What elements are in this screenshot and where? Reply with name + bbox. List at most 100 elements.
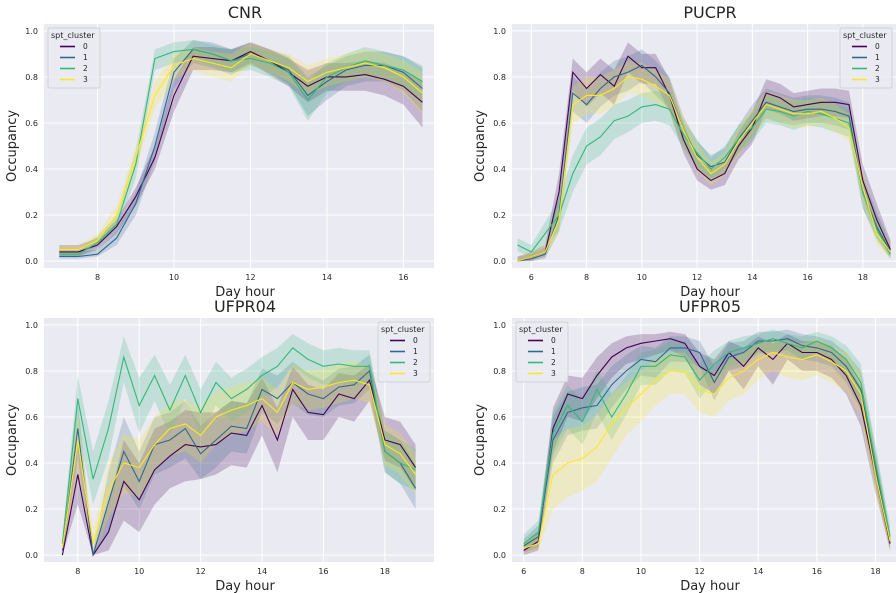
x-tick-label: 16 — [812, 567, 822, 576]
y-tick-label: 1.0 — [25, 27, 38, 36]
legend-title: spt_cluster — [51, 31, 95, 40]
chart-title: UFPR05 — [679, 297, 741, 316]
y-axis-label: Occupancy — [473, 110, 488, 182]
x-tick-label: 14 — [257, 567, 267, 576]
x-tick-label: 16 — [318, 567, 328, 576]
series-line-cluster-1 — [59, 48, 423, 258]
x-tick-label: 18 — [858, 273, 868, 282]
series-line-cluster-3 — [61, 379, 417, 549]
series-line-cluster-1 — [61, 369, 417, 556]
x-tick-label: 10 — [637, 273, 647, 282]
confidence-band-cluster-2 — [517, 90, 891, 259]
x-axis-label: Day hour — [215, 285, 275, 300]
legend-entry-label: 0 — [875, 42, 880, 51]
y-tick-label: 0.2 — [493, 505, 506, 514]
confidence-band-cluster-2 — [523, 329, 891, 551]
confidence-band-cluster-1 — [62, 354, 416, 556]
y-tick-label: 1.0 — [493, 321, 506, 330]
x-tick-label: 6 — [521, 567, 526, 576]
x-axis-label: Day hour — [215, 579, 275, 593]
x-tick-label: 14 — [747, 273, 757, 282]
x-axis-label: Day hour — [680, 579, 740, 593]
series-line-cluster-2 — [523, 338, 891, 545]
x-tick-label: 12 — [692, 273, 702, 282]
x-tick-label: 6 — [529, 273, 534, 282]
y-tick-label: 0.0 — [25, 257, 38, 266]
legend-entry-label: 3 — [83, 75, 88, 84]
y-tick-label: 0.4 — [493, 165, 506, 174]
series-layer — [523, 329, 891, 556]
x-tick-label: 16 — [803, 273, 813, 282]
x-tick-label: 12 — [196, 567, 206, 576]
legend: spt_cluster 0 1 2 3 — [515, 321, 569, 383]
x-tick-label: 16 — [398, 273, 408, 282]
legend-title: spt_cluster — [843, 31, 887, 40]
legend-entry-label: 2 — [551, 358, 556, 367]
legend-entry-label: 2 — [83, 64, 88, 73]
y-tick-label: 0.8 — [25, 367, 38, 376]
plot-background — [44, 24, 434, 268]
chart-title: UFPR04 — [214, 297, 276, 316]
series-layer — [61, 334, 417, 557]
y-tick-label: 0.8 — [25, 73, 38, 82]
legend-entry-label: 1 — [83, 53, 88, 62]
x-tick-label: 12 — [245, 273, 255, 282]
y-tick-label: 0.0 — [493, 257, 506, 266]
confidence-band-cluster-3 — [523, 338, 891, 553]
x-tick-label: 10 — [169, 273, 179, 282]
x-tick-label: 8 — [75, 567, 80, 576]
legend-entry-label: 2 — [875, 64, 880, 73]
series-line-cluster-0 — [517, 55, 891, 262]
y-tick-label: 0.4 — [25, 459, 38, 468]
legend: spt_cluster 0 1 2 3 — [47, 27, 101, 89]
series-layer — [517, 42, 891, 262]
y-tick-label: 1.0 — [25, 321, 38, 330]
y-tick-label: 0.2 — [25, 211, 38, 220]
x-tick-label: 10 — [636, 567, 646, 576]
series-line-cluster-1 — [523, 338, 891, 547]
confidence-band-cluster-2 — [59, 40, 423, 257]
y-tick-label: 0.4 — [25, 165, 38, 174]
confidence-band-cluster-2 — [62, 334, 416, 551]
y-tick-label: 0.6 — [25, 119, 38, 128]
chart-panel-3: 0.00.20.40.60.81.06 8 10 12 14 16 18UFPR05Day … — [473, 297, 896, 593]
y-tick-label: 0.6 — [493, 119, 506, 128]
x-axis-label: Day hour — [680, 285, 740, 300]
legend: spt_cluster 0 1 2 3 — [839, 27, 893, 89]
series-line-cluster-0 — [523, 338, 891, 551]
chart-title: CNR — [228, 3, 262, 22]
legend-entry-label: 0 — [551, 336, 556, 345]
x-tick-label: 8 — [584, 273, 589, 282]
confidence-band-cluster-1 — [517, 49, 891, 262]
legend-entry-label: 1 — [413, 347, 418, 356]
y-axis-label: Occupancy — [5, 404, 20, 476]
y-tick-label: 0.6 — [493, 413, 506, 422]
x-tick-label: 10 — [134, 567, 144, 576]
plot-background — [512, 318, 896, 562]
legend-entry-label: 3 — [875, 75, 880, 84]
legend-entry-label: 1 — [551, 347, 556, 356]
y-tick-label: 0.0 — [493, 551, 506, 560]
legend-entry-label: 2 — [413, 358, 418, 367]
legend-entry-label: 0 — [413, 336, 418, 345]
confidence-band-cluster-0 — [517, 42, 891, 262]
legend-entry-label: 1 — [875, 53, 880, 62]
legend-entry-label: 3 — [413, 369, 418, 378]
confidence-band-cluster-0 — [59, 42, 423, 257]
series-line-cluster-0 — [61, 379, 417, 557]
confidence-band-cluster-1 — [523, 329, 891, 553]
x-tick-label: 18 — [870, 567, 880, 576]
x-tick-label: 8 — [95, 273, 100, 282]
legend: spt_cluster 0 1 2 3 — [377, 321, 431, 383]
y-tick-label: 0.8 — [493, 367, 506, 376]
y-tick-label: 0.8 — [493, 73, 506, 82]
plot-background — [512, 24, 896, 268]
plot-background — [44, 318, 434, 562]
series-line-cluster-2 — [61, 347, 416, 544]
x-tick-label: 14 — [322, 273, 332, 282]
series-line-cluster-2 — [517, 104, 891, 255]
y-axis-label: Occupancy — [5, 110, 20, 182]
y-tick-label: 1.0 — [493, 27, 506, 36]
